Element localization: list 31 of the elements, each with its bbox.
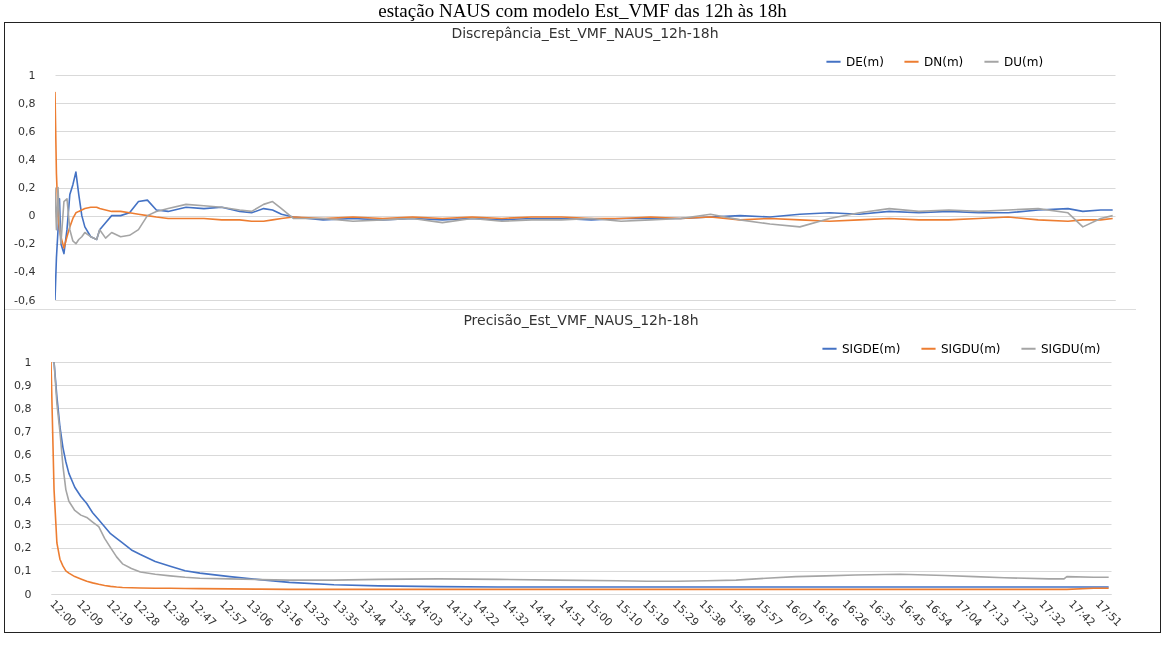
y-tick-label: 0,3 [14, 517, 32, 531]
y-tick-label: 0,4 [14, 494, 32, 508]
y-tick-label: 0,9 [14, 378, 32, 392]
y-tick-label: 1 [28, 68, 36, 82]
chart-title: Discrepância_Est_VMF_NAUS_12h-18h [451, 25, 719, 41]
line-series [55, 186, 1114, 245]
y-tick-label: 0,5 [14, 471, 32, 485]
y-tick-label: 0,6 [18, 124, 36, 138]
y-tick-label: 0,4 [18, 152, 36, 166]
y-tick-label: 0,6 [14, 448, 32, 462]
legend-label: SIGDU(m) [1041, 341, 1101, 356]
y-tick-label: 0 [24, 587, 32, 601]
y-tick-label: 1 [24, 355, 32, 369]
y-tick-label: 0,7 [14, 425, 32, 439]
legend-label: DE(m) [846, 54, 884, 69]
y-tick-label: -0,2 [14, 237, 36, 251]
y-tick-label: 0 [28, 209, 36, 223]
legend-label: DN(m) [924, 54, 964, 69]
y-tick-label: 0,2 [14, 541, 32, 555]
legend-label: DU(m) [1004, 54, 1044, 69]
y-tick-label: 0,1 [14, 564, 32, 578]
text: estação NAUS com modelo Est_VMF das 12h às 18h [377, 0, 788, 22]
chart-title: Precisão_Est_VMF_NAUS_12h-18h [463, 312, 699, 328]
line-series [55, 91, 1114, 249]
y-tick-label: 0,8 [18, 96, 36, 110]
legend-label: SIGDE(m) [842, 341, 901, 356]
y-tick-label: 0,8 [14, 401, 32, 415]
y-tick-label: -0,6 [14, 293, 36, 307]
legend-label: SIGDU(m) [941, 341, 1001, 356]
y-tick-label: -0,4 [14, 265, 36, 279]
y-tick-label: 0,2 [18, 181, 36, 194]
